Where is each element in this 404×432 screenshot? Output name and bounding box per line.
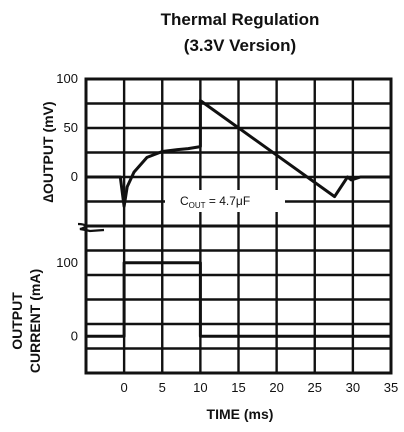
upper-y-axis-label: ∆OUTPUT (mV): [40, 101, 56, 202]
lower-y-tick-label: 0: [71, 328, 78, 343]
x-tick-label: 5: [159, 380, 166, 395]
lower-grid: [86, 226, 391, 373]
x-tick-label: 15: [231, 380, 245, 395]
x-tick-label: 30: [346, 380, 360, 395]
lower-y-axis-label-line1: OUTPUT: [9, 292, 25, 350]
lower-y-ticks: 100 0: [56, 255, 78, 344]
lower-y-tick-label: 100: [56, 255, 78, 270]
upper-y-ticks: 100 50 0: [56, 71, 78, 184]
annotation-background: [165, 190, 285, 212]
x-tick-label: 35: [384, 380, 398, 395]
x-tick-label: 10: [193, 380, 207, 395]
lower-panel-frame: [84, 224, 393, 375]
upper-panel: 100 50 0 ∆OUTPUT (mV) COUT = 4.7μF: [40, 71, 393, 228]
upper-y-tick-label: 0: [71, 169, 78, 184]
x-axis-label: TIME (ms): [207, 406, 274, 422]
cout-prefix: C: [180, 194, 189, 208]
x-tick-label: 25: [308, 380, 322, 395]
lower-y-axis-label-line2: CURRENT (mA): [27, 269, 43, 373]
cout-annotation: COUT = 4.7μF: [180, 194, 250, 210]
cout-subscript: OUT: [189, 201, 206, 210]
chart-title-line2: (3.3V Version): [184, 36, 296, 55]
cout-value: = 4.7μF: [206, 194, 251, 208]
output-voltage-trace: [84, 99, 393, 208]
x-tick-label: 0: [121, 380, 128, 395]
chart-title-line1: Thermal Regulation: [161, 10, 320, 29]
output-current-trace: [84, 261, 393, 338]
x-ticks: 0 5 10 15 20 25 30 35: [121, 380, 399, 395]
upper-y-tick-label: 100: [56, 71, 78, 86]
upper-y-tick-label: 50: [64, 120, 78, 135]
x-tick-label: 20: [269, 380, 283, 395]
